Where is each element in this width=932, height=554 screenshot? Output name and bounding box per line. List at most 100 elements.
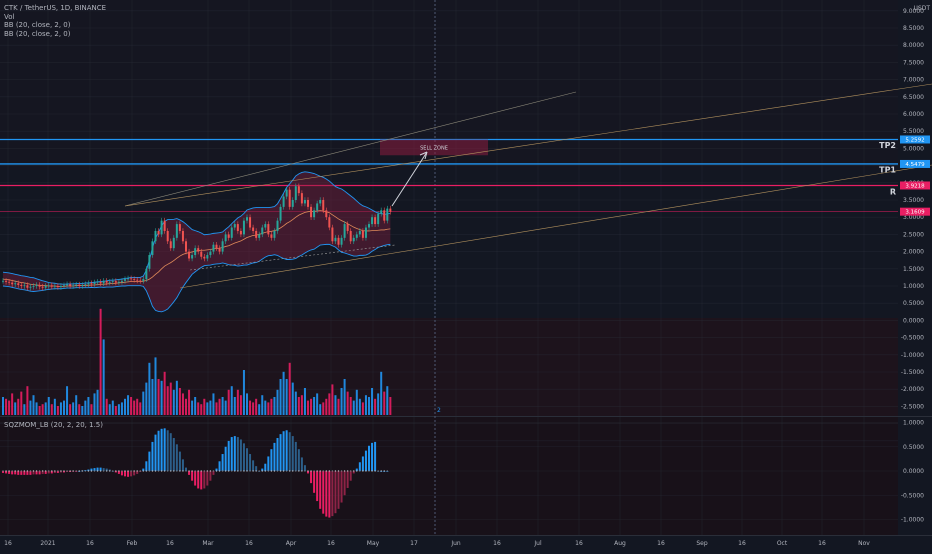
volume-bar — [377, 393, 380, 415]
sell-zone-label: SELL ZONE — [420, 145, 448, 151]
squeeze-dot — [127, 470, 129, 472]
momentum-bar — [224, 446, 227, 471]
candle-body — [224, 234, 227, 242]
candle-body — [81, 284, 84, 286]
squeeze-dot — [383, 470, 385, 472]
candle-body — [331, 227, 334, 242]
candle-body — [328, 217, 331, 228]
squeeze-dot — [322, 470, 324, 472]
squeeze-dot — [374, 470, 376, 472]
candle-body — [316, 203, 319, 211]
candle-body — [130, 278, 133, 280]
candle-body — [355, 234, 358, 238]
momentum-bar — [319, 471, 322, 509]
bb-legend-1[interactable]: BB (20, close, 2, 0) — [4, 21, 71, 29]
price-tag-bg-0 — [900, 135, 930, 144]
squeeze-dot — [331, 470, 334, 472]
squeeze-dot — [246, 470, 248, 472]
candle-body — [273, 230, 276, 238]
candle-body — [14, 283, 17, 285]
bb-legend-2[interactable]: BB (20, close, 2, 0) — [4, 29, 71, 38]
momentum-bar — [267, 456, 270, 471]
candle-body — [389, 208, 392, 212]
candle-body — [291, 200, 294, 207]
squeeze-dot — [145, 470, 148, 472]
squeeze-dot — [81, 470, 84, 472]
squeeze-dot — [258, 470, 260, 472]
momentum-bar — [102, 468, 105, 471]
squeeze-dot — [228, 470, 230, 472]
osc-axis-tick-2: 0.0000 — [903, 468, 924, 475]
symbol-label[interactable]: CTK / TetherUS, 1D, BINANCE — [4, 4, 107, 12]
price-axis-tick-12: 3.0000 — [903, 214, 924, 221]
candle-body — [300, 193, 303, 204]
squeeze-dot — [313, 470, 315, 472]
currency-label[interactable]: USDT — [913, 5, 931, 12]
squeeze-dot — [377, 470, 379, 472]
volume-bar — [130, 397, 133, 415]
time-axis-tick-12: 16 — [493, 540, 501, 547]
squeeze-dot — [167, 470, 169, 472]
volume-bar — [340, 388, 343, 415]
squeeze-dot — [328, 470, 331, 472]
squeeze-dot — [197, 470, 199, 472]
price-axis-tick-7: 5.5000 — [903, 128, 924, 135]
candle-body — [194, 248, 197, 256]
momentum-bar — [303, 465, 306, 471]
squeeze-dot — [163, 470, 166, 472]
volume-bar — [53, 398, 56, 415]
price-tag-label-0: TP2 — [879, 141, 896, 150]
squeeze-dot — [255, 470, 257, 472]
candle-body — [90, 283, 93, 285]
momentum-bar — [328, 471, 331, 518]
volume-bar — [307, 400, 309, 415]
squeeze-dot — [267, 470, 270, 472]
price-axis-tick-21: -1.5000 — [901, 369, 924, 376]
volume-bar — [386, 386, 389, 415]
volume-bar — [249, 400, 252, 415]
price-axis-tick-23: -2.5000 — [901, 403, 924, 410]
volume-bar — [361, 402, 364, 415]
momentum-bar — [316, 471, 319, 502]
squeeze-dot — [72, 470, 74, 472]
momentum-bar — [148, 451, 151, 471]
squeeze-dot — [343, 470, 346, 472]
momentum-bar — [23, 471, 26, 475]
momentum-bar — [233, 436, 236, 471]
candle-body — [69, 284, 72, 286]
squeeze-dot — [194, 470, 196, 472]
squeeze-dot — [170, 470, 172, 472]
momentum-bar — [288, 432, 291, 471]
osc-axis-tick-4: -1.0000 — [901, 517, 924, 524]
momentum-bar — [56, 471, 59, 473]
squeeze-dot — [295, 470, 297, 472]
candle-body — [368, 224, 370, 228]
volume-bar — [56, 406, 59, 415]
volume-bar — [331, 384, 334, 415]
volume-legend[interactable]: Vol — [4, 12, 15, 21]
volume-bar — [142, 391, 145, 415]
volume-bar — [11, 393, 14, 415]
candle-body — [349, 230, 352, 242]
volume-bar — [261, 395, 264, 415]
volume-bar — [294, 391, 297, 415]
candle-body — [175, 224, 178, 238]
volume-bar — [346, 391, 349, 415]
squeeze-dot — [99, 470, 102, 472]
volume-bar — [355, 389, 358, 415]
momentum-bar — [206, 471, 209, 486]
volume-bar — [133, 400, 136, 415]
trendline-dashed — [189, 244, 396, 271]
momentum-bar — [230, 437, 233, 471]
volume-bar — [93, 393, 96, 415]
volume-bar — [20, 391, 23, 415]
candle-body — [50, 285, 53, 287]
squeeze-momentum-legend[interactable]: SQZMOM_LB (20, 2, 20, 1.5) — [4, 421, 103, 429]
squeeze-dot — [252, 470, 254, 472]
squeeze-dot — [14, 470, 16, 472]
squeeze-dot — [63, 470, 65, 472]
momentum-bar — [99, 467, 102, 471]
volume-bar — [313, 397, 316, 415]
